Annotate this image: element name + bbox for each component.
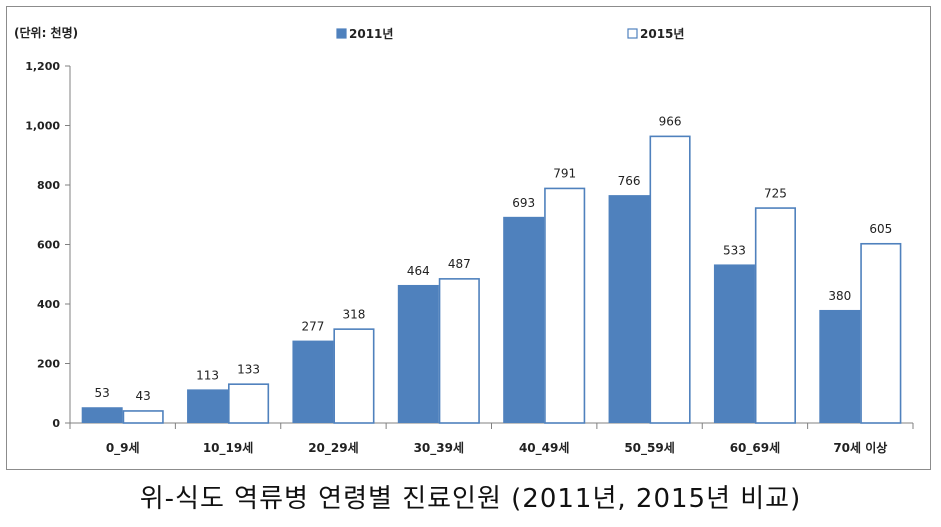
x-tick-label: 10_19세 [203,440,253,456]
x-tick-label: 0_9세 [106,440,140,456]
bar-series-b [122,410,164,424]
data-label: 487 [448,257,471,271]
x-tick-label: 20_29세 [308,440,358,456]
data-label: 380 [828,289,851,303]
data-label: 113 [196,368,219,382]
bar-series-b [754,207,796,424]
x-tick-label: 60_69세 [730,440,780,456]
y-tick-label: 400 [37,298,60,311]
bar-series-a [397,284,439,423]
bar-series-a [713,264,755,423]
y-tick-label: 1,000 [25,120,60,133]
x-tick-label: 30_39세 [414,440,464,456]
bar-series-b [228,383,270,424]
legend-swatch-0 [336,28,347,39]
y-tick-label: 1,200 [25,60,60,73]
x-tick-label: 70세 이상 [833,440,887,455]
bar-series-b [438,278,480,424]
y-tick-label: 200 [37,358,60,371]
bar-series-a [292,340,334,423]
x-tick-label: 40_49세 [519,440,569,456]
bar-series-a [819,309,861,423]
data-label: 53 [95,386,110,400]
bar-series-b [860,242,902,424]
data-label: 966 [659,115,682,129]
y-tick-label: 600 [37,239,60,252]
data-label: 133 [237,362,260,376]
data-label: 693 [512,196,535,210]
bar-series-b [649,135,691,424]
bar-series-a [503,216,545,423]
data-label: 533 [723,243,746,257]
bar-series-b [333,328,375,424]
y-tick-label: 800 [37,179,60,192]
data-label: 725 [764,186,787,200]
data-label: 791 [553,167,576,181]
legend-label-1: 2015년 [640,27,684,41]
x-tick-label: 50_59세 [624,440,674,456]
unit-label: (단위: 천명) [14,25,78,40]
data-label: 277 [301,320,324,334]
data-label: 605 [869,222,892,236]
data-label: 464 [407,264,430,278]
y-tick-label: 0 [52,417,60,430]
bar-series-a [81,407,123,423]
bar-series-a [187,389,229,423]
bar-series-a [608,195,650,423]
data-label: 766 [618,174,641,188]
legend-label-0: 2011년 [349,27,393,41]
bar-chart: (단위: 천명) 2011년 2015년 0 200 400 600 800 1,000 1,20… [14,25,914,456]
chart-caption: 위-식도 역류병 연령별 진료인원 (2011년, 2015년 비교) [139,484,802,514]
data-label: 318 [342,307,365,321]
data-label: 43 [136,389,151,403]
bar-series-b [544,187,586,424]
legend-swatch-1 [627,28,638,39]
